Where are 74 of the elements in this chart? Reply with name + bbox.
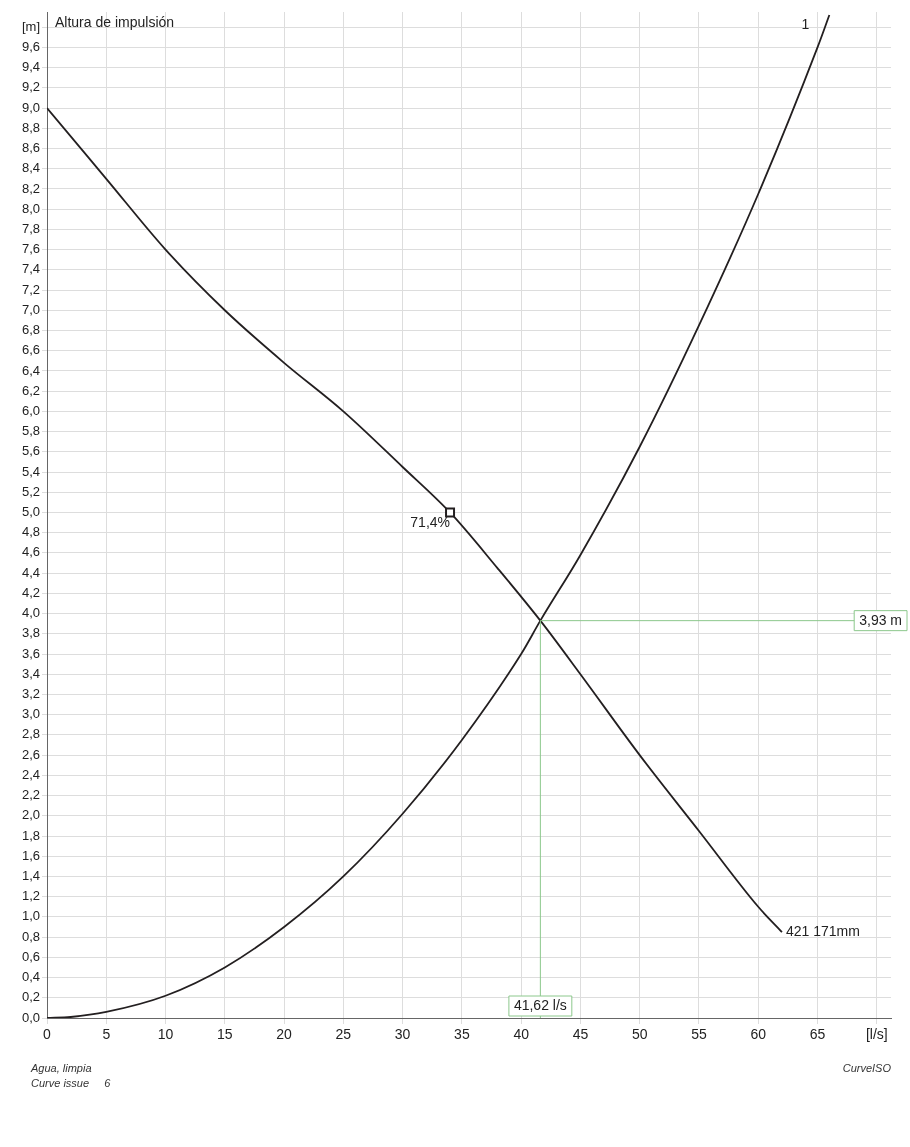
y-tick-label: 7,8: [21, 220, 40, 236]
y-tick-label: 6,8: [21, 322, 40, 338]
y-tick-label: 5,8: [21, 423, 40, 439]
annotation: 71,4%: [410, 514, 451, 531]
y-tick-label: 6,6: [21, 342, 40, 358]
y-tick-label: 0,4: [21, 969, 40, 985]
y-tick-label: 4,8: [21, 524, 40, 540]
x-tick-label: 40: [513, 1026, 530, 1043]
ref-line-label: 3,93 m: [859, 611, 903, 628]
y-tick-label: 8,8: [21, 119, 40, 135]
y-tick-label: 7,6: [21, 241, 40, 257]
x-tick-label: 30: [394, 1026, 411, 1043]
y-tick-label: 7,0: [21, 301, 40, 317]
ref-line-label: 41,62 l/s: [513, 996, 567, 1013]
y-tick-label: 4,0: [21, 605, 40, 621]
y-tick-label: 9,6: [21, 38, 40, 54]
y-tick-label: 9,4: [21, 59, 40, 75]
text: Agua, limpia: [30, 1062, 92, 1075]
y-tick-label: 3,0: [21, 706, 40, 722]
y-tick-label: 3,2: [21, 686, 40, 702]
y-tick-label: 5,4: [21, 463, 40, 479]
y-tick-label: 6,2: [21, 382, 40, 398]
chart-title: Altura de impulsión: [55, 13, 175, 30]
y-tick-label: 6,0: [21, 402, 40, 418]
x-tick-label: 35: [454, 1026, 470, 1043]
x-tick-label: 0: [43, 1026, 52, 1043]
y-tick-label: 2,6: [21, 746, 40, 762]
y-tick-label: 1,0: [21, 908, 40, 924]
y-tick-label: 6,4: [21, 362, 40, 378]
y-tick-label: 3,4: [21, 665, 40, 681]
x-tick-label: 5: [102, 1026, 111, 1043]
y-tick-label: 0,0: [21, 1009, 40, 1025]
text: CurveISO: [842, 1062, 892, 1075]
x-tick-label: 20: [276, 1026, 293, 1043]
y-tick-label: 3,8: [21, 625, 40, 641]
y-tick-label: 8,2: [21, 180, 40, 196]
y-tick-label: 7,4: [21, 261, 40, 277]
x-tick-label: 55: [691, 1026, 707, 1043]
y-tick-label: 9,0: [21, 99, 40, 115]
y-tick-label: 5,0: [21, 504, 40, 520]
y-tick-label: 9,2: [21, 79, 40, 95]
x-tick-label: 65: [809, 1026, 826, 1043]
y-tick-label: 2,0: [21, 807, 40, 823]
y-tick-label: 4,4: [21, 564, 40, 580]
y-tick-label: 8,4: [21, 160, 40, 176]
series-label: 421 171mm: [785, 922, 860, 939]
x-tick-label: [l/s]: [865, 1026, 888, 1043]
x-tick-label: 45: [572, 1026, 589, 1043]
y-tick-label: 8,0: [21, 200, 40, 216]
text: Curve issue 6: [31, 1077, 112, 1090]
y-tick-label: 1,6: [21, 847, 40, 863]
y-tick-label: 5,2: [21, 483, 40, 499]
y-tick-label: 2,4: [21, 766, 40, 782]
y-tick-label: 3,6: [21, 645, 40, 661]
y-tick-label: 1,8: [21, 827, 40, 843]
y-tick-label: 0,8: [21, 928, 40, 944]
x-tick-label: 50: [631, 1026, 648, 1043]
y-tick-label: 0,6: [21, 948, 40, 964]
y-tick-label: 8,6: [21, 140, 40, 156]
y-tick-label: 2,2: [21, 787, 40, 803]
y-tick-label: 7,2: [21, 281, 40, 297]
y-tick-label: 4,2: [21, 584, 40, 600]
x-tick-label: 10: [157, 1026, 174, 1043]
y-tick-label: 1,4: [21, 868, 40, 884]
y-tick-label: 2,8: [21, 726, 40, 742]
x-tick-label: 25: [335, 1026, 352, 1043]
x-tick-label: 15: [217, 1026, 233, 1043]
y-tick-label: 0,2: [21, 989, 40, 1005]
x-tick-label: 60: [750, 1026, 767, 1043]
y-tick-label: [m]: [21, 18, 40, 34]
series-label: 1: [801, 15, 810, 32]
y-tick-label: 1,2: [21, 888, 40, 904]
y-tick-label: 4,6: [21, 544, 40, 560]
y-tick-label: 5,6: [21, 443, 40, 459]
